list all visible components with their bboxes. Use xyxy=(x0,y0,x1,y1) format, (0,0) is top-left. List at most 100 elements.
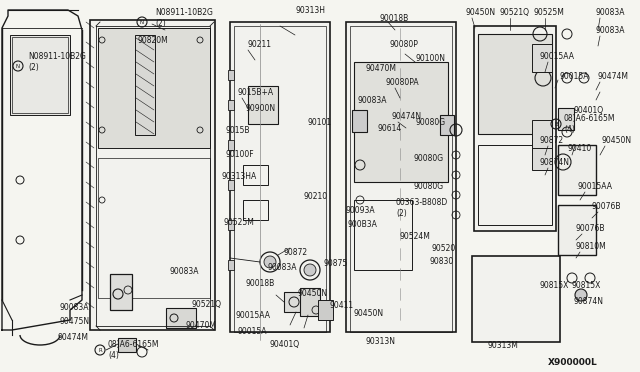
Bar xyxy=(300,288,320,316)
Text: 90874N: 90874N xyxy=(540,157,570,167)
Bar xyxy=(532,148,552,170)
Text: 90401Q: 90401Q xyxy=(574,106,604,115)
Bar xyxy=(440,115,454,135)
Bar xyxy=(118,338,136,352)
Text: 90524M: 90524M xyxy=(400,231,431,241)
Text: 90015AA: 90015AA xyxy=(540,51,575,61)
Text: N08911-10B2G
(2): N08911-10B2G (2) xyxy=(28,52,86,72)
Text: 90083A: 90083A xyxy=(268,263,298,273)
Text: 90830: 90830 xyxy=(430,257,454,266)
Text: 90015AA: 90015AA xyxy=(236,311,271,321)
Text: 90474M: 90474M xyxy=(58,334,89,343)
Bar xyxy=(90,20,215,330)
Text: 90015A: 90015A xyxy=(238,327,268,337)
Bar xyxy=(558,145,596,195)
Text: 90450N: 90450N xyxy=(466,7,496,16)
Text: 90018B: 90018B xyxy=(246,279,275,289)
Text: 90525M: 90525M xyxy=(224,218,255,227)
Text: 90313H: 90313H xyxy=(296,6,326,15)
Bar xyxy=(10,35,70,115)
Text: 90083A: 90083A xyxy=(596,7,625,16)
Text: N: N xyxy=(16,64,20,68)
Text: 900B3A: 900B3A xyxy=(348,219,378,228)
Text: 90872: 90872 xyxy=(540,135,564,144)
Text: 90470M: 90470M xyxy=(186,321,217,330)
Text: 90313M: 90313M xyxy=(487,341,518,350)
Text: 90083A: 90083A xyxy=(170,267,200,276)
Bar xyxy=(352,110,367,132)
Bar xyxy=(478,34,552,134)
Text: B: B xyxy=(554,122,558,126)
Text: N08911-10B2G
(2): N08911-10B2G (2) xyxy=(155,8,213,28)
Text: 08)A6-6165M
(4): 08)A6-6165M (4) xyxy=(564,114,616,134)
Text: 90080G: 90080G xyxy=(414,182,444,190)
Text: 90820M: 90820M xyxy=(138,35,169,45)
Text: 90401Q: 90401Q xyxy=(270,340,300,349)
Bar xyxy=(234,26,326,332)
Text: 90815X: 90815X xyxy=(540,282,570,291)
Circle shape xyxy=(264,256,276,268)
Bar xyxy=(228,260,234,270)
Text: 90474M: 90474M xyxy=(598,71,629,80)
Bar xyxy=(532,120,552,150)
Text: 90076B: 90076B xyxy=(575,224,605,232)
Text: 90018B: 90018B xyxy=(380,13,409,22)
Text: 90450N: 90450N xyxy=(353,310,383,318)
Text: 90900N: 90900N xyxy=(246,103,276,112)
Bar xyxy=(318,300,333,320)
Text: 90100F: 90100F xyxy=(226,150,255,158)
Text: 90525M: 90525M xyxy=(534,7,565,16)
Text: 90470M: 90470M xyxy=(366,64,397,73)
Text: 00363-B808D
(2): 00363-B808D (2) xyxy=(396,198,448,218)
Text: 90211: 90211 xyxy=(248,39,272,48)
Text: 90475N: 90475N xyxy=(60,317,90,327)
Text: 90083A: 90083A xyxy=(358,96,387,105)
Text: 90521Q: 90521Q xyxy=(192,299,222,308)
Text: 90015A: 90015A xyxy=(560,71,589,80)
Text: 90411: 90411 xyxy=(330,301,354,311)
Bar xyxy=(354,62,448,182)
Bar xyxy=(98,158,210,298)
Text: 90474N: 90474N xyxy=(392,112,422,121)
Bar xyxy=(110,274,132,310)
Bar xyxy=(350,26,452,332)
Bar xyxy=(248,86,278,124)
Text: 90875: 90875 xyxy=(324,260,348,269)
Text: 90410: 90410 xyxy=(568,144,592,153)
Bar xyxy=(228,140,234,150)
Bar xyxy=(558,108,574,130)
Text: 90100N: 90100N xyxy=(415,54,445,62)
Text: 90080P: 90080P xyxy=(390,39,419,48)
Text: X900000L: X900000L xyxy=(548,358,598,367)
Bar xyxy=(478,145,552,225)
Bar xyxy=(346,22,456,332)
Text: 90015AA: 90015AA xyxy=(578,182,613,190)
Bar xyxy=(243,200,268,220)
Text: 90872: 90872 xyxy=(284,247,308,257)
Text: 90313N: 90313N xyxy=(366,337,396,346)
Bar xyxy=(230,22,330,332)
Text: 90450N: 90450N xyxy=(298,289,328,298)
Bar xyxy=(558,205,596,255)
Text: 90076B: 90076B xyxy=(591,202,621,211)
Text: 90083A: 90083A xyxy=(60,304,90,312)
Bar xyxy=(135,35,155,135)
Circle shape xyxy=(575,289,587,301)
Circle shape xyxy=(304,264,316,276)
Bar xyxy=(228,100,234,110)
Text: N: N xyxy=(140,19,144,25)
Text: 90210: 90210 xyxy=(303,192,327,201)
Text: 90520: 90520 xyxy=(432,244,456,253)
Text: 90810M: 90810M xyxy=(576,241,607,250)
Text: 90080G: 90080G xyxy=(415,118,445,126)
Text: R: R xyxy=(98,347,102,353)
Bar xyxy=(284,292,309,312)
Bar xyxy=(472,256,560,342)
Bar xyxy=(166,308,196,328)
Text: 90874N: 90874N xyxy=(573,298,603,307)
Bar xyxy=(354,200,412,270)
Text: 90313HA: 90313HA xyxy=(222,171,257,180)
Bar xyxy=(228,180,234,190)
Bar xyxy=(243,165,268,185)
Text: 90080G: 90080G xyxy=(414,154,444,163)
